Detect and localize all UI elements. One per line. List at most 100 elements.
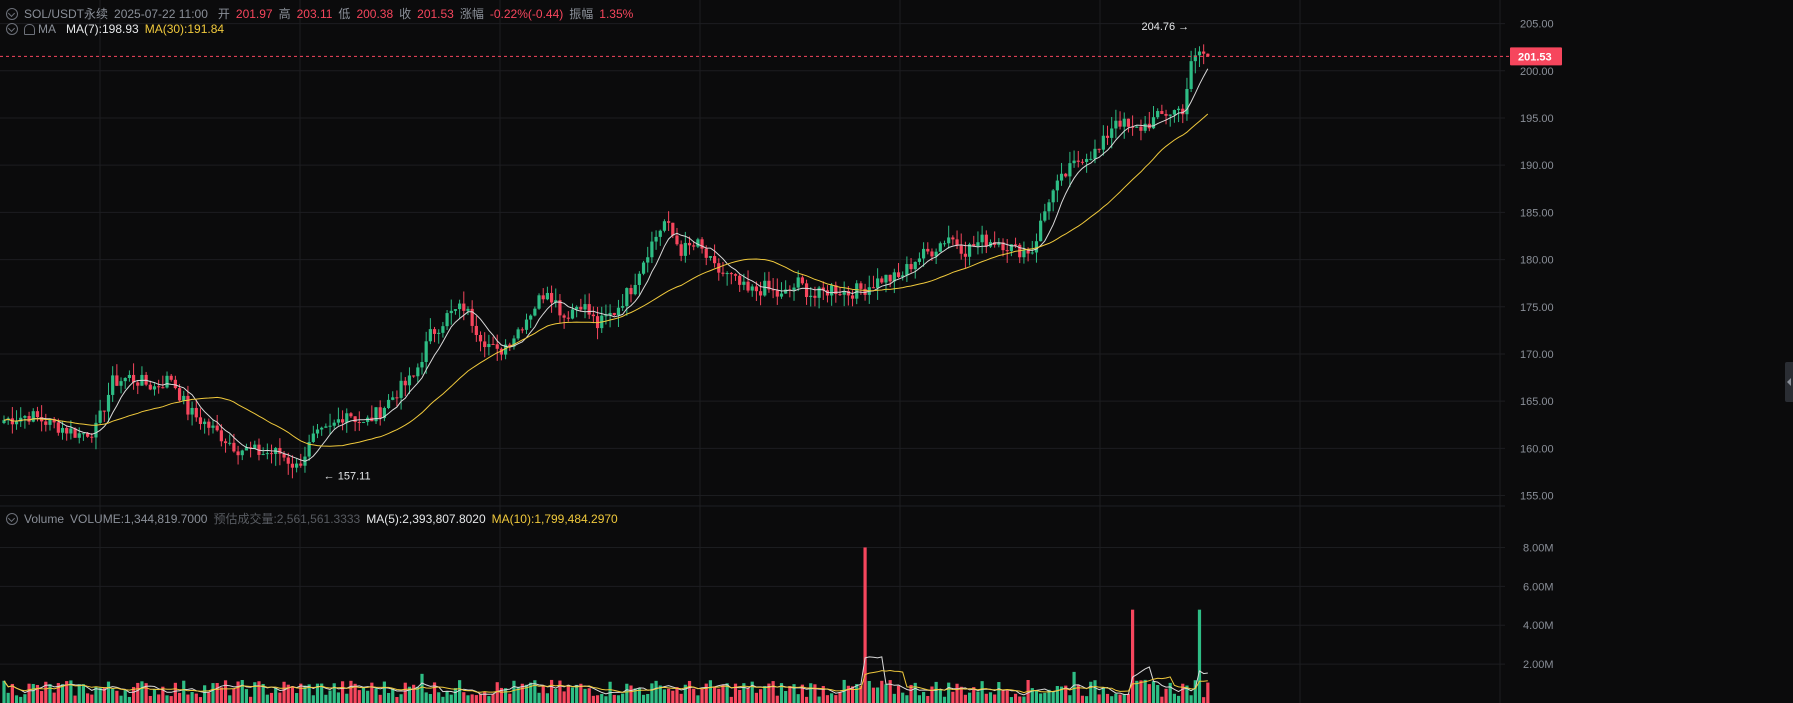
candle-body [119, 381, 123, 386]
volume-bar [1072, 671, 1076, 703]
candle-body [976, 242, 980, 247]
collapse-ma-icon[interactable] [6, 23, 18, 35]
candle-body [1168, 114, 1172, 116]
price-tick-label: 160.00 [1520, 443, 1554, 455]
amplitude-value: 1.35% [599, 6, 634, 21]
volume-bar [955, 683, 959, 703]
volume-bar [733, 683, 738, 703]
open-label: 开 [217, 7, 230, 21]
candle-body [591, 314, 595, 317]
volume-bar [1206, 682, 1210, 703]
volume-bar [838, 692, 842, 703]
volume-bar [984, 693, 988, 703]
candle-body [800, 277, 804, 284]
candle-body [575, 306, 579, 310]
volume-bar [269, 692, 274, 703]
volume-bar [182, 680, 186, 703]
candle-body [746, 281, 750, 291]
candle-body [474, 325, 478, 336]
volume-bar [679, 693, 683, 703]
candle-body [441, 326, 445, 333]
volume-bar [1039, 693, 1043, 703]
volume-bar [884, 684, 888, 703]
volume-bar [1114, 693, 1118, 703]
candle-body [219, 430, 223, 442]
volume-bar [144, 683, 148, 703]
candle-body [1151, 117, 1156, 129]
volume-bar [382, 681, 386, 703]
candle-body [265, 453, 269, 455]
volume-bar [763, 685, 767, 703]
candle-body [157, 386, 161, 388]
ma7-value: MA(7):198.93 [66, 22, 139, 36]
volume-bar [1080, 695, 1085, 703]
ma-legend: MA MA(7):198.93 MA(30):191.84 [6, 22, 230, 36]
volume-bar [896, 685, 901, 703]
candle-body [905, 264, 909, 276]
volume-bar [717, 688, 721, 703]
candle-body [1097, 148, 1101, 150]
collapse-icon[interactable] [6, 7, 18, 20]
candle-body [646, 257, 650, 263]
volume-bars [2, 547, 1210, 703]
amplitude-label: 振幅 [569, 7, 594, 21]
volume-bar [595, 695, 600, 703]
candle-body [106, 394, 111, 412]
volume-bar [1122, 694, 1126, 703]
candle-body [997, 242, 1001, 245]
volume-bar [988, 692, 993, 703]
price-tick-label: 175.00 [1520, 302, 1554, 314]
volume-bar [98, 687, 102, 703]
volume-bar [320, 683, 324, 703]
volume-bar [127, 696, 131, 703]
volume-bar [951, 691, 955, 703]
ma-label: MA [38, 22, 56, 36]
candle-body [269, 453, 274, 455]
price-tick-label: 180.00 [1520, 255, 1554, 267]
volume-bar [441, 696, 445, 703]
candle-body [374, 407, 378, 422]
volume-bar [800, 684, 804, 703]
volume-bar [696, 695, 700, 703]
volume-bar [876, 687, 880, 703]
volume-bar [892, 693, 896, 703]
collapse-volume-icon[interactable] [6, 512, 18, 525]
candle-body [1122, 118, 1126, 127]
datetime-label: 2025-07-22 11:00 [114, 6, 208, 21]
price-tick-label: 190.00 [1520, 160, 1554, 172]
panel-expand-handle[interactable] [1785, 362, 1793, 402]
alert-bell-icon[interactable] [24, 23, 35, 35]
candle-body [562, 315, 566, 318]
candle-body [1143, 123, 1147, 131]
volume-bar [855, 684, 859, 703]
volume-bar [1001, 689, 1005, 703]
volume-bar [340, 681, 345, 703]
candle-body [654, 236, 658, 242]
candle-body [94, 422, 98, 438]
candle-body [240, 450, 244, 456]
volume-bar [1022, 696, 1026, 703]
candle-body [892, 272, 896, 282]
volume-bar [566, 684, 570, 703]
volume-bar [754, 692, 758, 703]
volume-bar [453, 688, 458, 703]
volume-bar [742, 683, 746, 703]
volume-bar [963, 694, 967, 703]
volume-bar [14, 695, 19, 703]
volume-bar [77, 684, 81, 703]
candle-body [1185, 88, 1189, 115]
candle-body [1039, 220, 1043, 242]
volume-bar [1013, 693, 1018, 703]
volume-bar [232, 688, 236, 703]
candle-body [1055, 180, 1059, 191]
volume-bar [31, 683, 35, 703]
volume-bar [788, 686, 792, 703]
candle-body [182, 395, 186, 401]
volume-legend: Volume VOLUME:1,344,819.7000 预估成交量:2,561… [6, 510, 624, 527]
candle-body [386, 399, 391, 409]
candle-body [775, 290, 779, 297]
volume-bar [148, 695, 152, 703]
volume-bar [575, 684, 579, 703]
price-tick-label: 195.00 [1520, 113, 1554, 125]
